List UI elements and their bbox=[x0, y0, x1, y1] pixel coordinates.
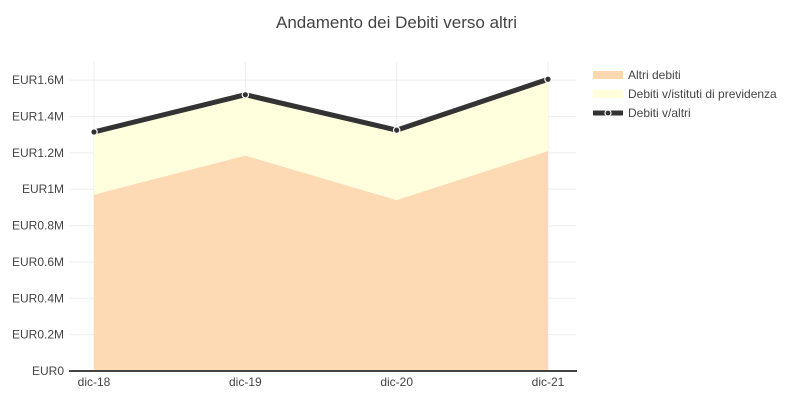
point-debiti-v-altri bbox=[544, 75, 552, 84]
legend-swatch bbox=[593, 71, 623, 79]
areas bbox=[94, 79, 548, 371]
y-tick-label: EUR1.4M bbox=[12, 110, 64, 124]
legend-label: Debiti v/istituti di previdenza bbox=[628, 87, 777, 101]
axes: EUR0 EUR0.2M EUR0.4M EUR0.6M EUR0.8M EUR1M EUR… bbox=[12, 73, 577, 389]
point-debiti-v-altri bbox=[90, 128, 98, 136]
legend-label: Debiti v/altri bbox=[628, 106, 691, 120]
x-tick-label: dic-19 bbox=[229, 375, 262, 389]
y-tick-label: EUR0.8M bbox=[12, 219, 64, 233]
x-tick-label: dic-20 bbox=[380, 375, 413, 389]
legend-label: Altri debiti bbox=[628, 68, 681, 82]
y-tick-label: EUR0.6M bbox=[12, 255, 64, 269]
legend-item[interactable]: Altri debiti bbox=[593, 68, 681, 82]
legend[interactable]: Altri debiti Debiti v/istituti di previde… bbox=[593, 68, 777, 120]
legend-item[interactable]: Debiti v/altri bbox=[593, 106, 691, 120]
y-tick-label: EUR0.2M bbox=[12, 328, 64, 342]
y-tick-label: EUR0.4M bbox=[12, 291, 64, 305]
lines bbox=[90, 75, 552, 136]
y-tick-label: EUR1.2M bbox=[12, 146, 64, 160]
y-tick-label: EUR0 bbox=[32, 364, 64, 378]
legend-marker bbox=[604, 109, 612, 117]
x-tick-label: dic-18 bbox=[78, 375, 111, 389]
legend-item[interactable]: Debiti v/istituti di previdenza bbox=[593, 87, 777, 101]
point-debiti-v-altri bbox=[241, 90, 250, 99]
point-debiti-v-altri bbox=[392, 126, 401, 134]
line-debiti-v-altri bbox=[93, 76, 549, 135]
chart-title: Andamento dei Debiti verso altri bbox=[276, 13, 517, 32]
area-debiti-istituti-previdenza bbox=[94, 79, 548, 201]
area-altri-debiti bbox=[94, 151, 548, 371]
x-tick-label: dic-21 bbox=[532, 375, 565, 389]
y-tick-label: EUR1.6M bbox=[12, 73, 64, 87]
legend-swatch bbox=[593, 90, 623, 98]
y-tick-label: EUR1M bbox=[22, 182, 64, 196]
